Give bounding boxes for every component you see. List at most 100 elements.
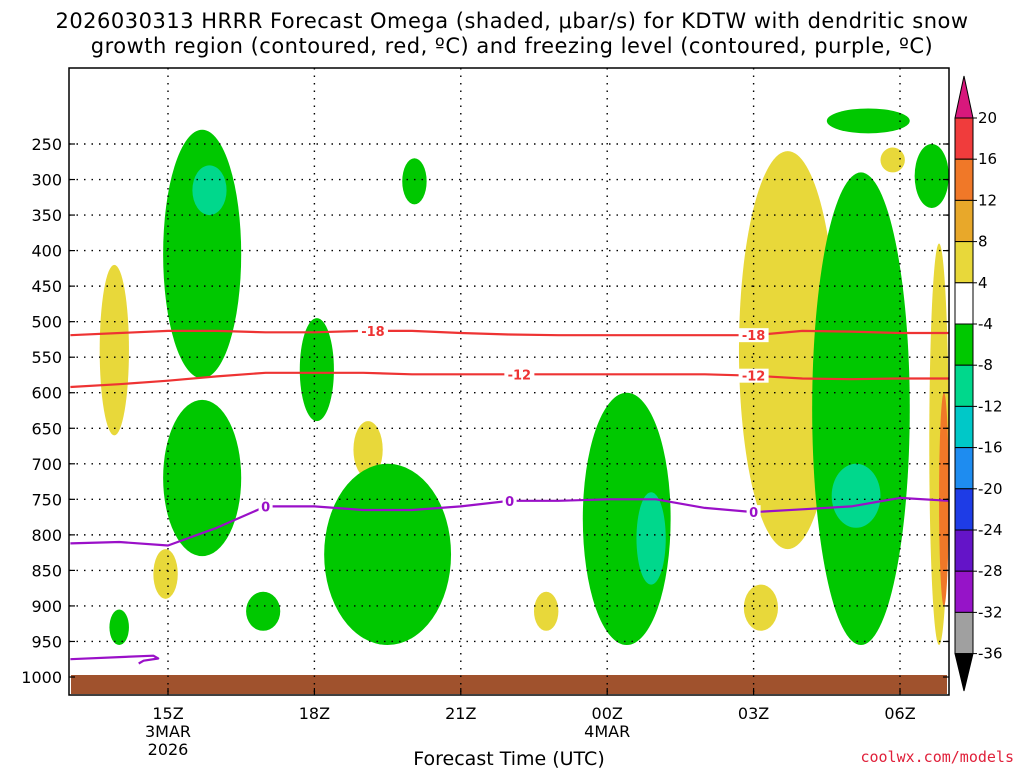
y-tick-label-450: 450 [31, 277, 62, 296]
x-tick-sublabel: 4MAR [584, 722, 630, 741]
contour-label-freezing-level-1: 0 [505, 495, 514, 510]
chart-title-line1: 2026030313 HRRR Forecast Omega (shaded, … [55, 9, 968, 33]
colorbar-swatch-0 [954, 117, 974, 160]
contour-label-freezing-level-0: 0 [261, 500, 270, 515]
colorbar-label-13: -36 [978, 645, 1003, 663]
contour-label-bg [504, 367, 535, 382]
y-tick-label-650: 650 [31, 419, 62, 438]
colorbar-label-5: -4 [978, 315, 993, 333]
omega-region-omega-h [299, 318, 334, 422]
omega-region-omega-c [192, 165, 227, 216]
y-tick-label-850: 850 [31, 561, 62, 580]
contour-label-bg [738, 328, 769, 343]
omega-region-omega-g [246, 591, 281, 631]
colorbar-label-3: 8 [978, 233, 988, 251]
omega-region-omega-j [353, 421, 383, 479]
colorbar-label-7: -12 [978, 397, 1003, 415]
y-tick-label-1000: 1000 [21, 668, 62, 687]
x-tick-label-00Z: 00Z [592, 704, 623, 723]
colorbar-swatch-12 [954, 611, 974, 655]
omega-region-omega-d [163, 399, 242, 557]
x-tick-label-21Z: 21Z [445, 704, 476, 723]
colorbar-label-0: 20 [978, 109, 997, 127]
omega-region-omega-k [324, 463, 452, 646]
x-tick-label-15Z: 15Z [152, 704, 183, 723]
colorbar-swatch-6 [954, 364, 974, 407]
y-tick-label-300: 300 [31, 171, 62, 190]
colorbar-label-8: -16 [978, 439, 1003, 457]
colorbar-label-9: -20 [978, 480, 1003, 498]
omega-region-omega-a [99, 264, 129, 436]
contour-label-dendritic-12-0: -12 [508, 368, 532, 383]
colorbar-swatch-5 [954, 323, 974, 366]
x-tick-label-03Z: 03Z [738, 704, 769, 723]
omega-region-omega-f [109, 609, 129, 646]
colorbar: 20 16 12 8 4 -4 -8 -12 -16 -20 -24 -28 -32 -36 [954, 75, 1003, 692]
terrain-bar [71, 675, 947, 694]
y-tick-label-500: 500 [31, 313, 62, 332]
omega-region-omega-o [743, 584, 778, 631]
colorbar-swatch-9 [954, 488, 974, 531]
omega-region-omega-i [402, 158, 427, 205]
contour-label-bg [258, 499, 273, 514]
omega-region-omega-l [534, 591, 559, 631]
omega-region-omega-u [831, 463, 881, 528]
colorbar-label-1: 16 [978, 150, 997, 168]
colorbar-swatch-2 [954, 199, 974, 243]
y-tick-label-800: 800 [31, 526, 62, 545]
omega-region-omega-e [153, 549, 178, 599]
colorbar-swatch-8 [954, 447, 974, 490]
contours: -18 -18 -12 -12 0 0 0 [70, 323, 949, 665]
plot-frame [68, 67, 950, 696]
omega-region-omega-v [914, 144, 949, 208]
y-tick-label-250: 250 [31, 135, 62, 154]
contour-label-bg [738, 368, 769, 383]
colorbar-label-11: -28 [978, 562, 1003, 580]
contour-label-freezing-level-2: 0 [749, 506, 758, 521]
y-tick-label-350: 350 [31, 206, 62, 225]
colorbar-label-12: -32 [978, 603, 1003, 621]
chart-title-line2: growth region (contoured, red, ºC) and f… [91, 34, 934, 58]
colorbar-swatch-7 [954, 405, 974, 449]
contour-label-dendritic-12-1: -12 [742, 370, 766, 385]
x-tick-sublabel: 3MAR [145, 722, 191, 741]
y-tick-label-950: 950 [31, 632, 62, 651]
colorbar-swatch-3 [954, 241, 974, 284]
colorbar-swatch-4 [954, 282, 974, 325]
omega-region-omega-b [163, 129, 242, 379]
colorbar-label-2: 12 [978, 191, 997, 209]
y-tick-label-750: 750 [31, 490, 62, 509]
omega-region-omega-r [826, 108, 910, 134]
contour-label-bg [502, 493, 517, 508]
y-axis: 250 300 350 400 450 500 550 600 650 700 750 800 850 9… [21, 135, 949, 687]
watermark[interactable]: coolwx.com/models [860, 748, 1014, 766]
omega-region-omega-t [812, 172, 910, 646]
contour-label-dendritic-18-1: -18 [742, 329, 766, 344]
contour-label-dendritic-18-0: -18 [361, 325, 385, 340]
colorbar-label-6: -8 [978, 356, 993, 374]
colorbar-swatch-1 [954, 158, 974, 201]
contour-dendritic-18 [70, 329, 949, 337]
x-tick-label-06Z: 06Z [884, 704, 915, 723]
y-tick-label-550: 550 [31, 348, 62, 367]
y-tick-label-600: 600 [31, 384, 62, 403]
y-tick-label-700: 700 [31, 455, 62, 474]
omega-region-omega-n [636, 492, 666, 585]
colorbar-swatch-11 [954, 570, 974, 613]
x-axis-label: Forecast Time (UTC) [413, 748, 604, 768]
x-tick-sublabel: 2026 [148, 740, 189, 759]
omega-region-omega-s [880, 147, 905, 173]
contour-label-bg [357, 323, 388, 338]
terrain [71, 675, 947, 694]
y-tick-label-400: 400 [31, 242, 62, 261]
x-tick-label-18Z: 18Z [299, 704, 330, 723]
colorbar-label-4: 4 [978, 274, 988, 292]
y-tick-label-900: 900 [31, 597, 62, 616]
colorbar-top-arrow [954, 75, 974, 119]
colorbar-label-10: -24 [978, 521, 1003, 539]
contour-surface-freezing [70, 654, 160, 665]
colorbar-bottom-arrow [954, 653, 974, 692]
contour-label-bg [746, 505, 761, 520]
